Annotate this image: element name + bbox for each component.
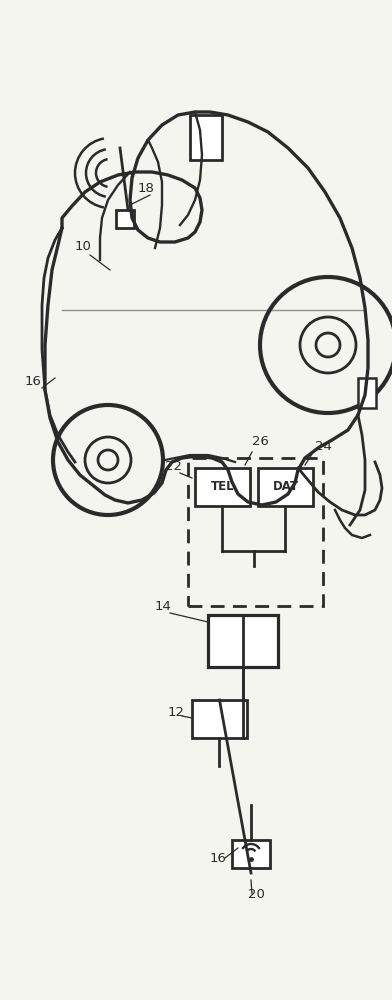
- FancyBboxPatch shape: [208, 615, 278, 667]
- Text: 20: 20: [248, 888, 265, 901]
- FancyBboxPatch shape: [258, 468, 313, 506]
- Text: 26: 26: [252, 435, 269, 448]
- FancyBboxPatch shape: [192, 700, 247, 738]
- Text: 16: 16: [25, 375, 42, 388]
- Text: DAT: DAT: [272, 481, 299, 493]
- FancyBboxPatch shape: [358, 378, 376, 408]
- FancyBboxPatch shape: [190, 115, 222, 160]
- Text: 24: 24: [315, 440, 332, 453]
- Text: 18: 18: [138, 182, 155, 195]
- FancyBboxPatch shape: [116, 210, 134, 228]
- Text: 14: 14: [155, 600, 172, 613]
- Text: 16: 16: [210, 852, 227, 865]
- Text: TEL: TEL: [211, 481, 234, 493]
- Text: 12: 12: [168, 706, 185, 719]
- Text: 10: 10: [75, 240, 92, 253]
- Text: 22: 22: [165, 460, 182, 473]
- FancyBboxPatch shape: [232, 840, 270, 868]
- FancyBboxPatch shape: [195, 468, 250, 506]
